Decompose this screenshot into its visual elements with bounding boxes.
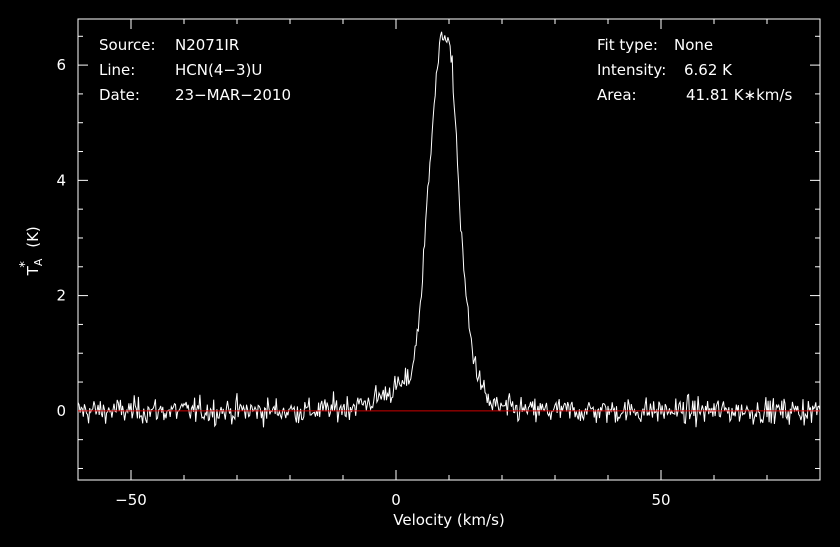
- x-axis-label: Velocity (km/s): [393, 511, 504, 529]
- spectrum-line: [77, 31, 821, 428]
- annotation-date-value: 23−MAR−2010: [175, 86, 291, 104]
- y-axis-label-sub: A: [32, 258, 45, 266]
- annotation-fit-key: Fit type:: [597, 36, 658, 54]
- svg-text:TA*: TA*: [18, 258, 45, 276]
- y-axis-label-main: T: [24, 265, 42, 276]
- axis-ticks: [77, 19, 821, 480]
- x-tick-label: 50: [651, 491, 670, 509]
- x-tick-label: −50: [115, 491, 147, 509]
- annotation-line-value: HCN(4−3)U: [175, 61, 262, 79]
- y-axis-label-sup: *: [18, 261, 33, 268]
- annotation-source-value: N2071IR: [175, 36, 239, 54]
- series-layer: [77, 31, 821, 428]
- y-axis-label-unit: (K): [24, 226, 42, 248]
- annotation-source-key: Source:: [99, 36, 156, 54]
- annotation-area-value: 41.81 K∗km/s: [686, 86, 792, 104]
- annotations-left: Source: N2071IR Line: HCN(4−3)U Date: 23…: [99, 36, 291, 104]
- y-tick-label: 4: [56, 171, 66, 189]
- annotation-intensity-value: 6.62 K: [684, 61, 733, 79]
- y-tick-label: 2: [56, 287, 66, 305]
- y-tick-label: 6: [56, 56, 66, 74]
- y-axis-label: TA* (K): [18, 226, 45, 276]
- axis-tick-labels: −50 0 50 0 2 4 6: [56, 56, 670, 509]
- annotation-fit-value: None: [674, 36, 713, 54]
- annotation-intensity-key: Intensity:: [597, 61, 666, 79]
- annotation-line-key: Line:: [99, 61, 135, 79]
- x-tick-label: 0: [391, 491, 401, 509]
- annotation-area-key: Area:: [597, 86, 637, 104]
- y-tick-label: 0: [56, 402, 66, 420]
- annotations-right: Fit type: None Intensity: 6.62 K Area: 4…: [597, 36, 792, 104]
- annotation-date-key: Date:: [99, 86, 140, 104]
